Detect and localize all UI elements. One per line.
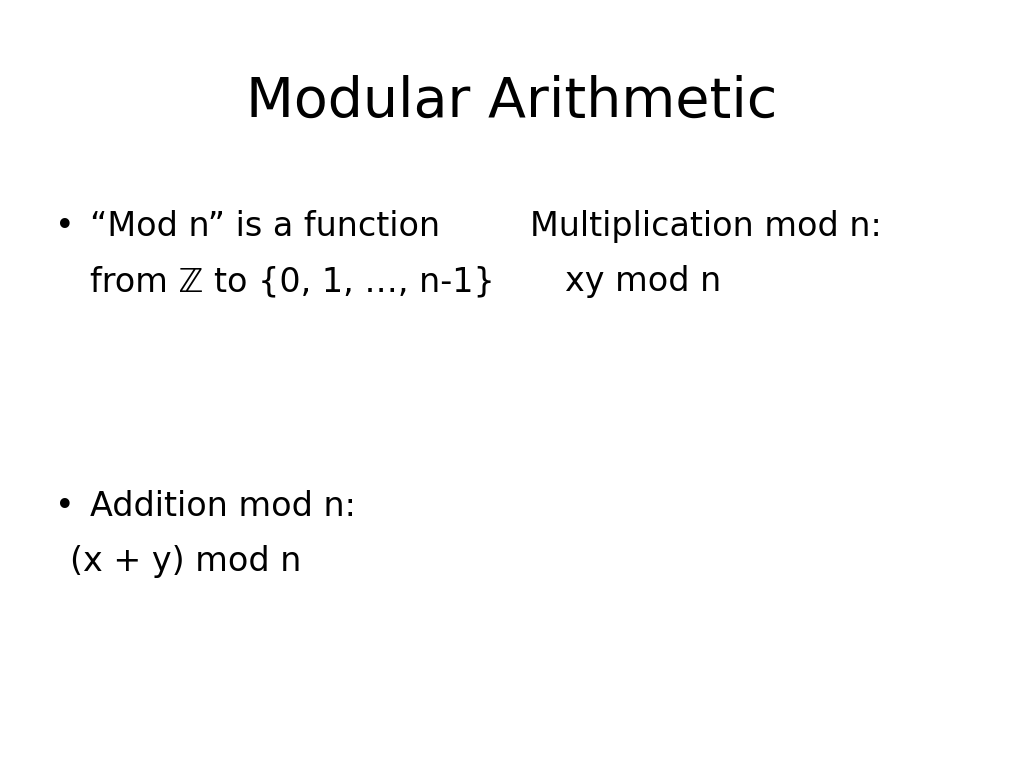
- Text: from ℤ to {0, 1, …, n-1}: from ℤ to {0, 1, …, n-1}: [90, 265, 495, 298]
- Text: Addition mod n:: Addition mod n:: [90, 490, 356, 523]
- Text: xy mod n: xy mod n: [565, 265, 721, 298]
- Text: Multiplication mod n:: Multiplication mod n:: [530, 210, 882, 243]
- Text: •: •: [55, 490, 75, 523]
- Text: (x + y) mod n: (x + y) mod n: [70, 545, 301, 578]
- Text: “Mod n” is a function: “Mod n” is a function: [90, 210, 440, 243]
- Text: •: •: [55, 210, 75, 243]
- Text: Modular Arithmetic: Modular Arithmetic: [247, 75, 777, 129]
